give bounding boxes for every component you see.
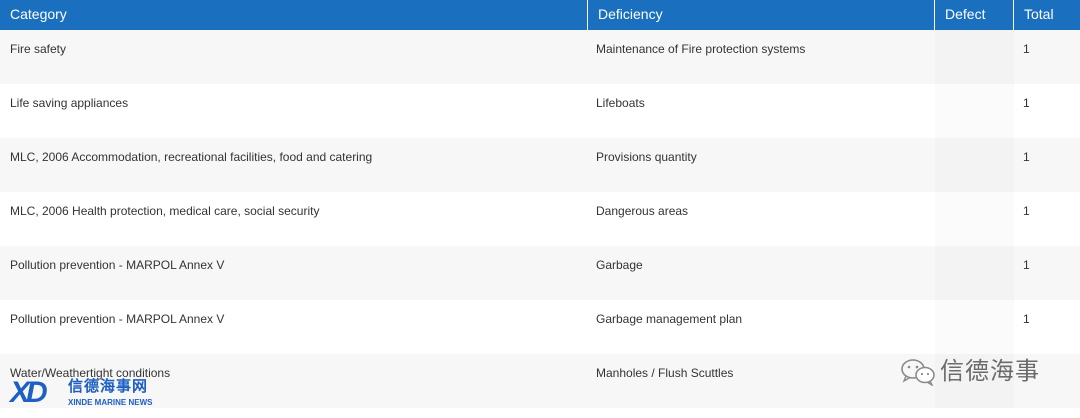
deficiency-cell: Garbage: [596, 258, 643, 272]
total-cell: 1: [1023, 96, 1030, 110]
defect-cell: [935, 246, 1014, 300]
table-row: Pollution prevention - MARPOL Annex V Ga…: [0, 300, 1080, 354]
table-row: MLC, 2006 Accommodation, recreational fa…: [0, 138, 1080, 192]
deficiency-cell: Provisions quantity: [596, 150, 697, 164]
defect-cell: [935, 84, 1014, 138]
category-cell: Fire safety: [10, 42, 67, 56]
wechat-icon: [901, 359, 935, 386]
defect-cell: [935, 300, 1014, 354]
category-cell: Pollution prevention - MARPOL Annex V: [10, 258, 225, 272]
wechat-watermark: 信德海事: [900, 354, 1070, 390]
total-cell: 1: [1023, 42, 1030, 56]
total-cell: 1: [1023, 258, 1030, 272]
column-header-deficiency[interactable]: Deficiency: [588, 0, 935, 30]
total-cell: 1: [1023, 150, 1030, 164]
deficiency-table: Category Deficiency Defect Total Fire sa…: [0, 0, 1080, 408]
deficiency-cell: Lifeboats: [596, 96, 645, 110]
column-header-total[interactable]: Total: [1024, 6, 1054, 22]
table-row: Water/Weathertight conditions Manholes /…: [0, 354, 1080, 408]
table-row: Life saving appliances Lifeboats 1: [0, 84, 1080, 138]
logo-name-cn: 信德海事网: [68, 378, 149, 395]
column-header-category[interactable]: Category: [0, 0, 588, 30]
category-cell: MLC, 2006 Accommodation, recreational fa…: [10, 150, 373, 164]
defect-cell: [935, 30, 1014, 84]
category-cell: MLC, 2006 Health protection, medical car…: [10, 204, 320, 218]
total-cell: 1: [1023, 204, 1030, 218]
table-header: Category Deficiency Defect Total: [0, 0, 1080, 30]
deficiency-cell: Maintenance of Fire protection systems: [596, 42, 806, 56]
total-cell: 1: [1023, 312, 1030, 326]
table-row: Pollution prevention - MARPOL Annex V Ga…: [0, 246, 1080, 300]
deficiency-cell: Dangerous areas: [596, 204, 689, 218]
deficiency-cell: Manholes / Flush Scuttles: [596, 366, 734, 380]
category-cell: Water/Weathertight conditions: [10, 366, 171, 380]
table-row: MLC, 2006 Health protection, medical car…: [0, 192, 1080, 246]
defect-cell: [935, 192, 1014, 246]
xinde-logo: XD 信德海事网 XINDE MARINE NEWS: [10, 378, 170, 410]
category-cell: Life saving appliances: [10, 96, 129, 110]
table-row: Fire safety Maintenance of Fire protecti…: [0, 30, 1080, 84]
category-cell: Pollution prevention - MARPOL Annex V: [10, 312, 225, 326]
logo-mark: XD: [10, 376, 48, 409]
deficiency-cell: Garbage management plan: [596, 312, 743, 326]
defect-cell: [935, 138, 1014, 192]
logo-name-en: XINDE MARINE NEWS: [68, 398, 153, 407]
column-header-defect[interactable]: Defect: [935, 0, 1014, 30]
watermark-text: 信德海事: [940, 357, 1040, 385]
